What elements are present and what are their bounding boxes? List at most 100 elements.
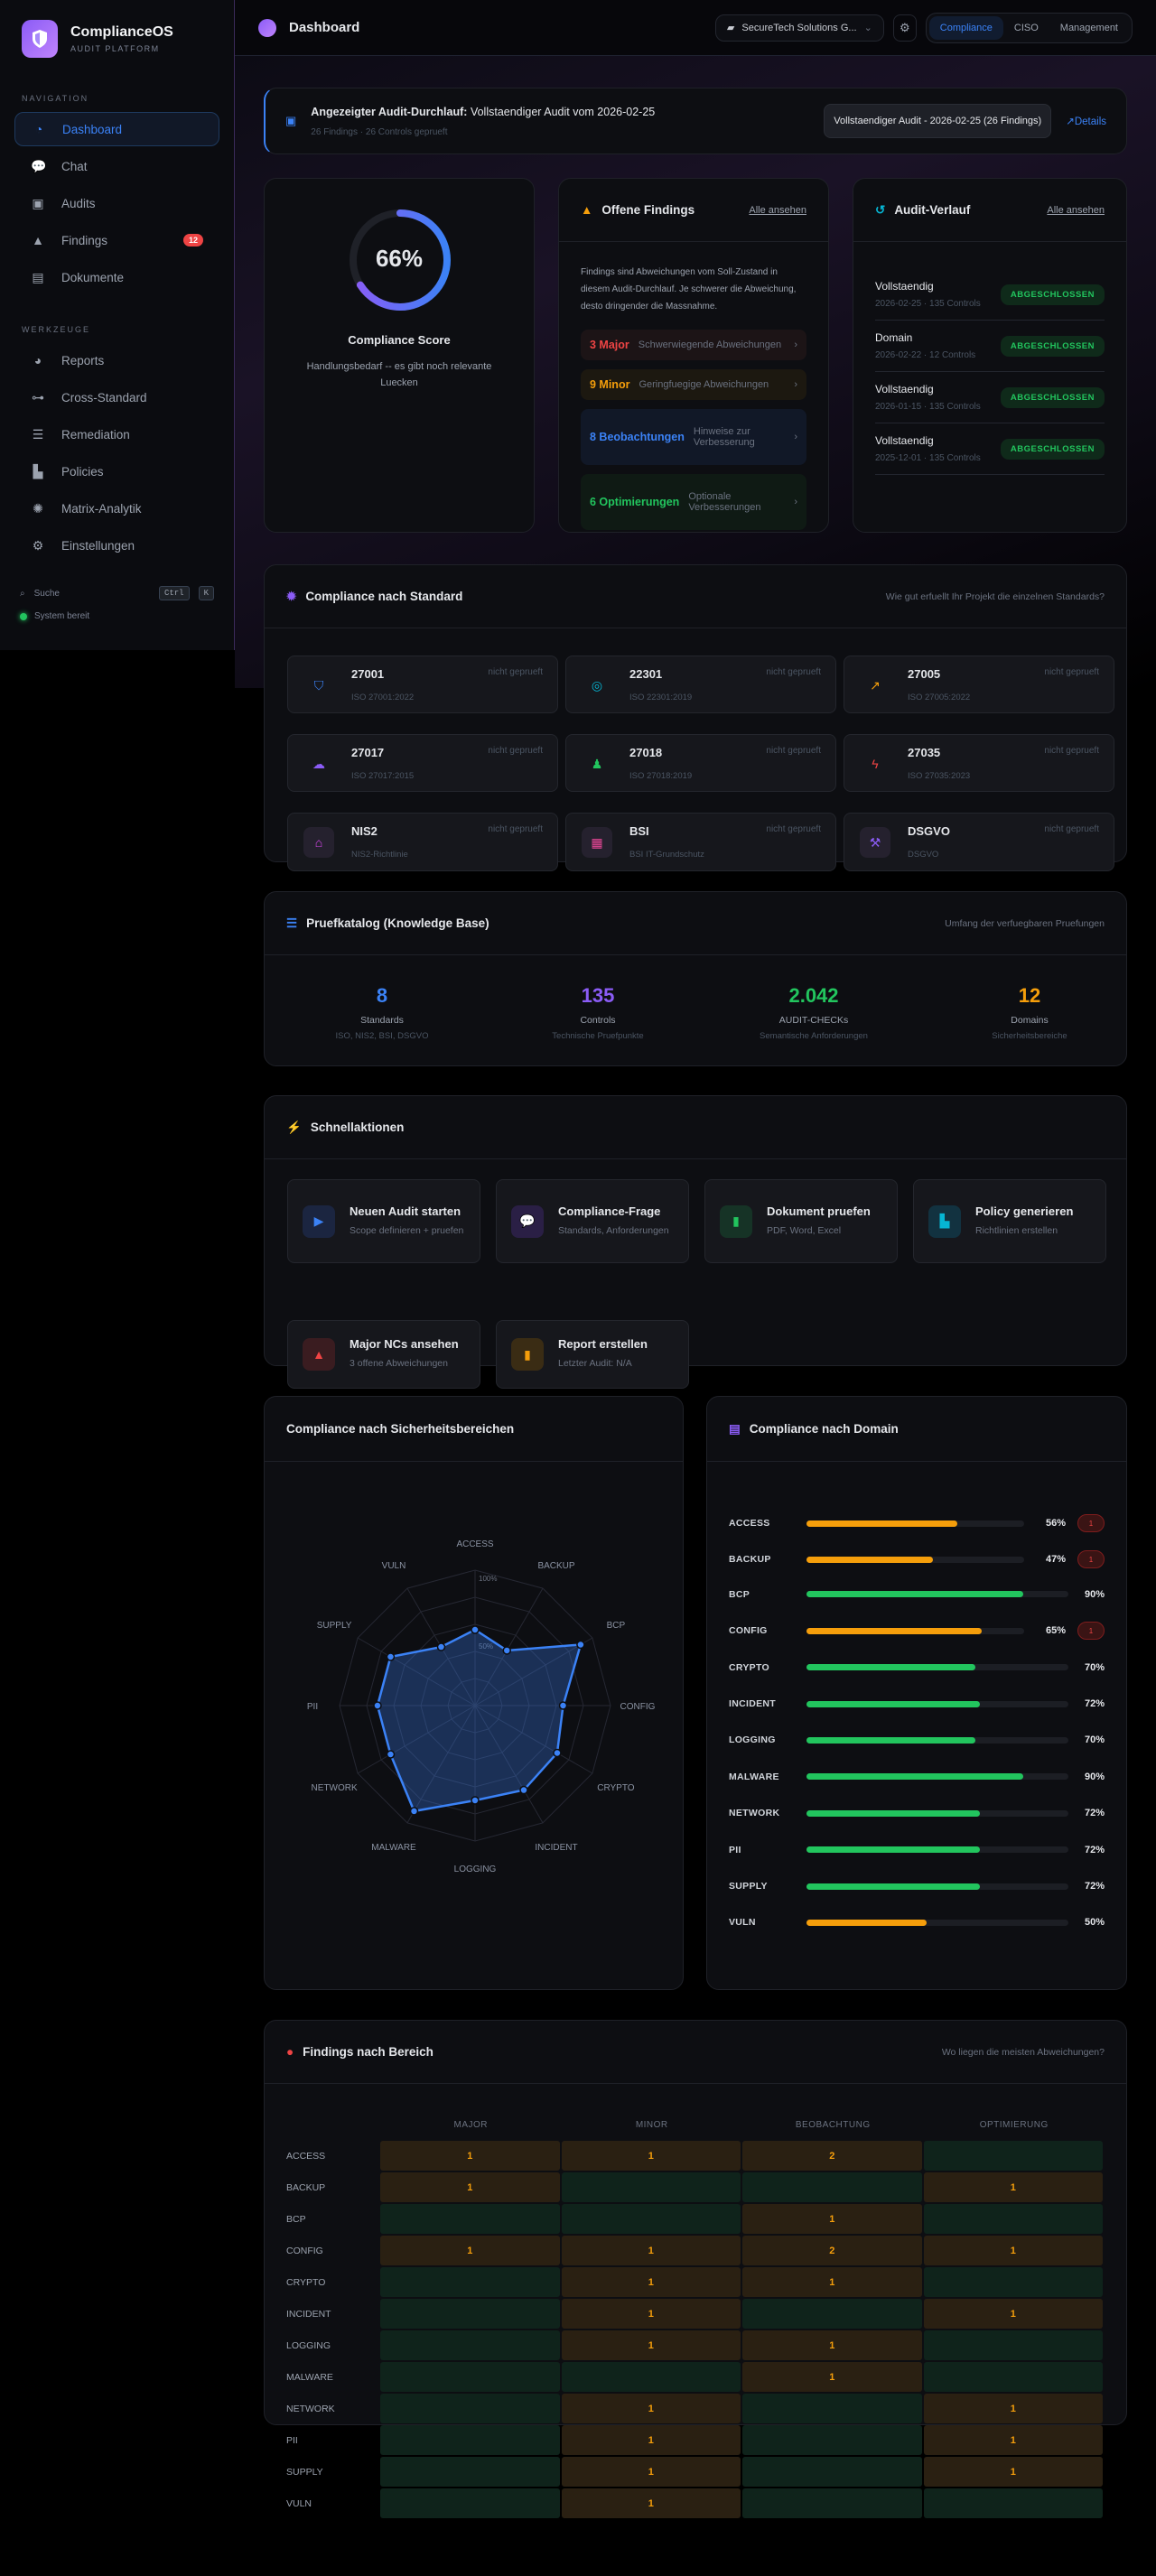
- heatmap-cell[interactable]: [380, 2457, 560, 2487]
- radar-point[interactable]: [558, 1701, 568, 1710]
- audit-run-select[interactable]: Vollstaendiger Audit - 2026-02-25 (26 Fi…: [824, 104, 1052, 138]
- sidebar-item-reports[interactable]: ◕ Reports: [14, 343, 219, 377]
- heatmap-cell[interactable]: [380, 2425, 560, 2455]
- heatmap-cell[interactable]: 2: [742, 2236, 922, 2265]
- sidebar-item-remediation[interactable]: ☰ Remediation: [14, 417, 219, 451]
- quick-action-policy-generieren[interactable]: ▙ Policy generieren Richtlinien erstellen: [913, 1179, 1106, 1263]
- heatmap-cell[interactable]: 1: [561, 2425, 741, 2455]
- heatmap-cell[interactable]: 1: [742, 2330, 922, 2360]
- view-tab-ciso[interactable]: CISO: [1013, 22, 1039, 33]
- heatmap-cell[interactable]: [561, 2362, 741, 2392]
- heatmap-cell[interactable]: 1: [742, 2204, 922, 2234]
- heatmap-cell[interactable]: 1: [742, 2267, 922, 2297]
- audit-history-item[interactable]: Domain 2026-02-22 · 12 Controls ABGESCHLOS…: [875, 321, 1105, 372]
- finding-category-row[interactable]: 9 Minor Geringfuegige Abweichungen ›: [581, 369, 806, 400]
- heatmap-cell[interactable]: 1: [561, 2394, 741, 2423]
- sidebar-item-matrix-analytik[interactable]: ✺ Matrix-Analytik: [14, 491, 219, 525]
- sidebar-item-einstellungen[interactable]: ⚙ Einstellungen: [14, 528, 219, 563]
- heatmap-cell[interactable]: [380, 2362, 560, 2392]
- sidebar-item-audits[interactable]: ▣ Audits: [14, 186, 219, 220]
- heatmap-cell[interactable]: [742, 2172, 922, 2202]
- heatmap-cell[interactable]: 1: [561, 2299, 741, 2329]
- radar-point[interactable]: [519, 1785, 528, 1795]
- project-select[interactable]: ▰ SecureTech Solutions G... ⌄: [714, 14, 884, 42]
- view-tab-compliance[interactable]: Compliance: [928, 15, 1003, 40]
- heatmap-cell[interactable]: [923, 2204, 1103, 2234]
- heatmap-cell[interactable]: [380, 2394, 560, 2423]
- heatmap-cell[interactable]: [923, 2267, 1103, 2297]
- view-tab-management[interactable]: Management: [1059, 22, 1118, 33]
- details-link[interactable]: ↗Details: [1066, 115, 1106, 127]
- standard-tile[interactable]: ⌂ NIS2 NIS2-Richtlinie nicht geprueft: [287, 813, 558, 871]
- heatmap-cell[interactable]: [561, 2204, 741, 2234]
- sidebar-item-policies[interactable]: ▙ Policies: [14, 454, 219, 488]
- heatmap-cell[interactable]: 2: [742, 2141, 922, 2171]
- heatmap-cell[interactable]: 1: [561, 2141, 741, 2171]
- heatmap-cell[interactable]: 1: [923, 2299, 1103, 2329]
- quick-action-major-ncs-ansehen[interactable]: ▲ Major NCs ansehen 3 offene Abweichungen: [287, 1320, 480, 1389]
- heatmap-cell[interactable]: 1: [923, 2457, 1103, 2487]
- heatmap-cell[interactable]: [742, 2425, 922, 2455]
- radar-point[interactable]: [553, 1748, 562, 1758]
- heatmap-cell[interactable]: 1: [923, 2172, 1103, 2202]
- radar-point[interactable]: [409, 1807, 419, 1816]
- standard-tile[interactable]: ▦ BSI BSI IT-Grundschutz nicht geprueft: [565, 813, 836, 871]
- sidebar-item-dashboard[interactable]: ◔ Dashboard: [14, 112, 219, 146]
- audit-history-item[interactable]: Vollstaendig 2026-02-25 · 135 Controls ABG…: [875, 269, 1105, 321]
- quick-action-dokument-pruefen[interactable]: ▮ Dokument pruefen PDF, Word, Excel: [704, 1179, 898, 1263]
- brand[interactable]: ComplianceOS AUDIT PLATFORM: [0, 0, 234, 78]
- heatmap-cell[interactable]: [561, 2172, 741, 2202]
- standard-tile[interactable]: ↗ 27005 ISO 27005:2022 nicht geprueft: [844, 656, 1114, 713]
- heatmap-cell[interactable]: 1: [923, 2425, 1103, 2455]
- heatmap-cell[interactable]: 1: [742, 2362, 922, 2392]
- finding-category-row[interactable]: 6 Optimierungen Optionale Verbesserungen ›: [581, 474, 806, 530]
- standard-tile[interactable]: ♟ 27018 ISO 27018:2019 nicht geprueft: [565, 734, 836, 792]
- sidebar-item-cross-standard[interactable]: ⊶ Cross-Standard: [14, 380, 219, 414]
- heatmap-cell[interactable]: [380, 2330, 560, 2360]
- audit-history-item[interactable]: Vollstaendig 2026-01-15 · 135 Controls ABG…: [875, 372, 1105, 423]
- audit-history-item[interactable]: Vollstaendig 2025-12-01 · 135 Controls ABG…: [875, 423, 1105, 475]
- heatmap-cell[interactable]: [923, 2488, 1103, 2518]
- sidebar-item-chat[interactable]: 💬 Chat: [14, 149, 219, 183]
- major-count-badge[interactable]: 1: [1077, 1550, 1105, 1569]
- radar-point[interactable]: [386, 1652, 396, 1661]
- standard-tile[interactable]: ◎ 22301 ISO 22301:2019 nicht geprueft: [565, 656, 836, 713]
- settings-button[interactable]: ⚙: [892, 14, 917, 42]
- heatmap-cell[interactable]: 1: [923, 2394, 1103, 2423]
- heatmap-cell[interactable]: [923, 2141, 1103, 2171]
- radar-point[interactable]: [471, 1796, 480, 1805]
- heatmap-cell[interactable]: 1: [561, 2236, 741, 2265]
- standard-tile[interactable]: ⛉ 27001 ISO 27001:2022 nicht geprueft: [287, 656, 558, 713]
- heatmap-cell[interactable]: 1: [561, 2330, 741, 2360]
- heatmap-cell[interactable]: 1: [380, 2172, 560, 2202]
- major-count-badge[interactable]: 1: [1077, 1622, 1105, 1641]
- heatmap-cell[interactable]: 1: [923, 2236, 1103, 2265]
- quick-action-compliance-frage[interactable]: 💬 Compliance-Frage Standards, Anforderunge…: [496, 1179, 689, 1263]
- standard-tile[interactable]: ☁ 27017 ISO 27017:2015 nicht geprueft: [287, 734, 558, 792]
- heatmap-cell[interactable]: 1: [561, 2267, 741, 2297]
- radar-point[interactable]: [576, 1640, 585, 1650]
- search-button[interactable]: ⌕ Suche Ctrl K: [0, 586, 234, 600]
- radar-point[interactable]: [471, 1625, 480, 1634]
- finding-category-row[interactable]: 3 Major Schwerwiegende Abweichungen ›: [581, 330, 806, 360]
- radar-point[interactable]: [502, 1646, 511, 1655]
- heatmap-cell[interactable]: [923, 2330, 1103, 2360]
- view-all-link[interactable]: Alle ansehen: [749, 204, 806, 216]
- heatmap-cell[interactable]: [380, 2299, 560, 2329]
- radar-point[interactable]: [386, 1750, 396, 1759]
- heatmap-cell[interactable]: [742, 2488, 922, 2518]
- view-all-link[interactable]: Alle ansehen: [1047, 204, 1105, 216]
- quick-action-neuen-audit-starten[interactable]: ▶ Neuen Audit starten Scope definieren + p…: [287, 1179, 480, 1263]
- heatmap-cell[interactable]: [380, 2204, 560, 2234]
- sidebar-item-findings[interactable]: ▲ Findings 12: [14, 223, 219, 257]
- sidebar-item-dokumente[interactable]: ▤ Dokumente: [14, 260, 219, 294]
- finding-category-row[interactable]: 8 Beobachtungen Hinweise zur Verbesserung…: [581, 409, 806, 465]
- heatmap-cell[interactable]: [742, 2394, 922, 2423]
- heatmap-cell[interactable]: [380, 2267, 560, 2297]
- heatmap-cell[interactable]: 1: [380, 2236, 560, 2265]
- heatmap-cell[interactable]: 1: [380, 2141, 560, 2171]
- major-count-badge[interactable]: 1: [1077, 1514, 1105, 1532]
- heatmap-cell[interactable]: [742, 2299, 922, 2329]
- heatmap-cell[interactable]: [380, 2488, 560, 2518]
- quick-action-report-erstellen[interactable]: ▮ Report erstellen Letzter Audit: N/A: [496, 1320, 689, 1389]
